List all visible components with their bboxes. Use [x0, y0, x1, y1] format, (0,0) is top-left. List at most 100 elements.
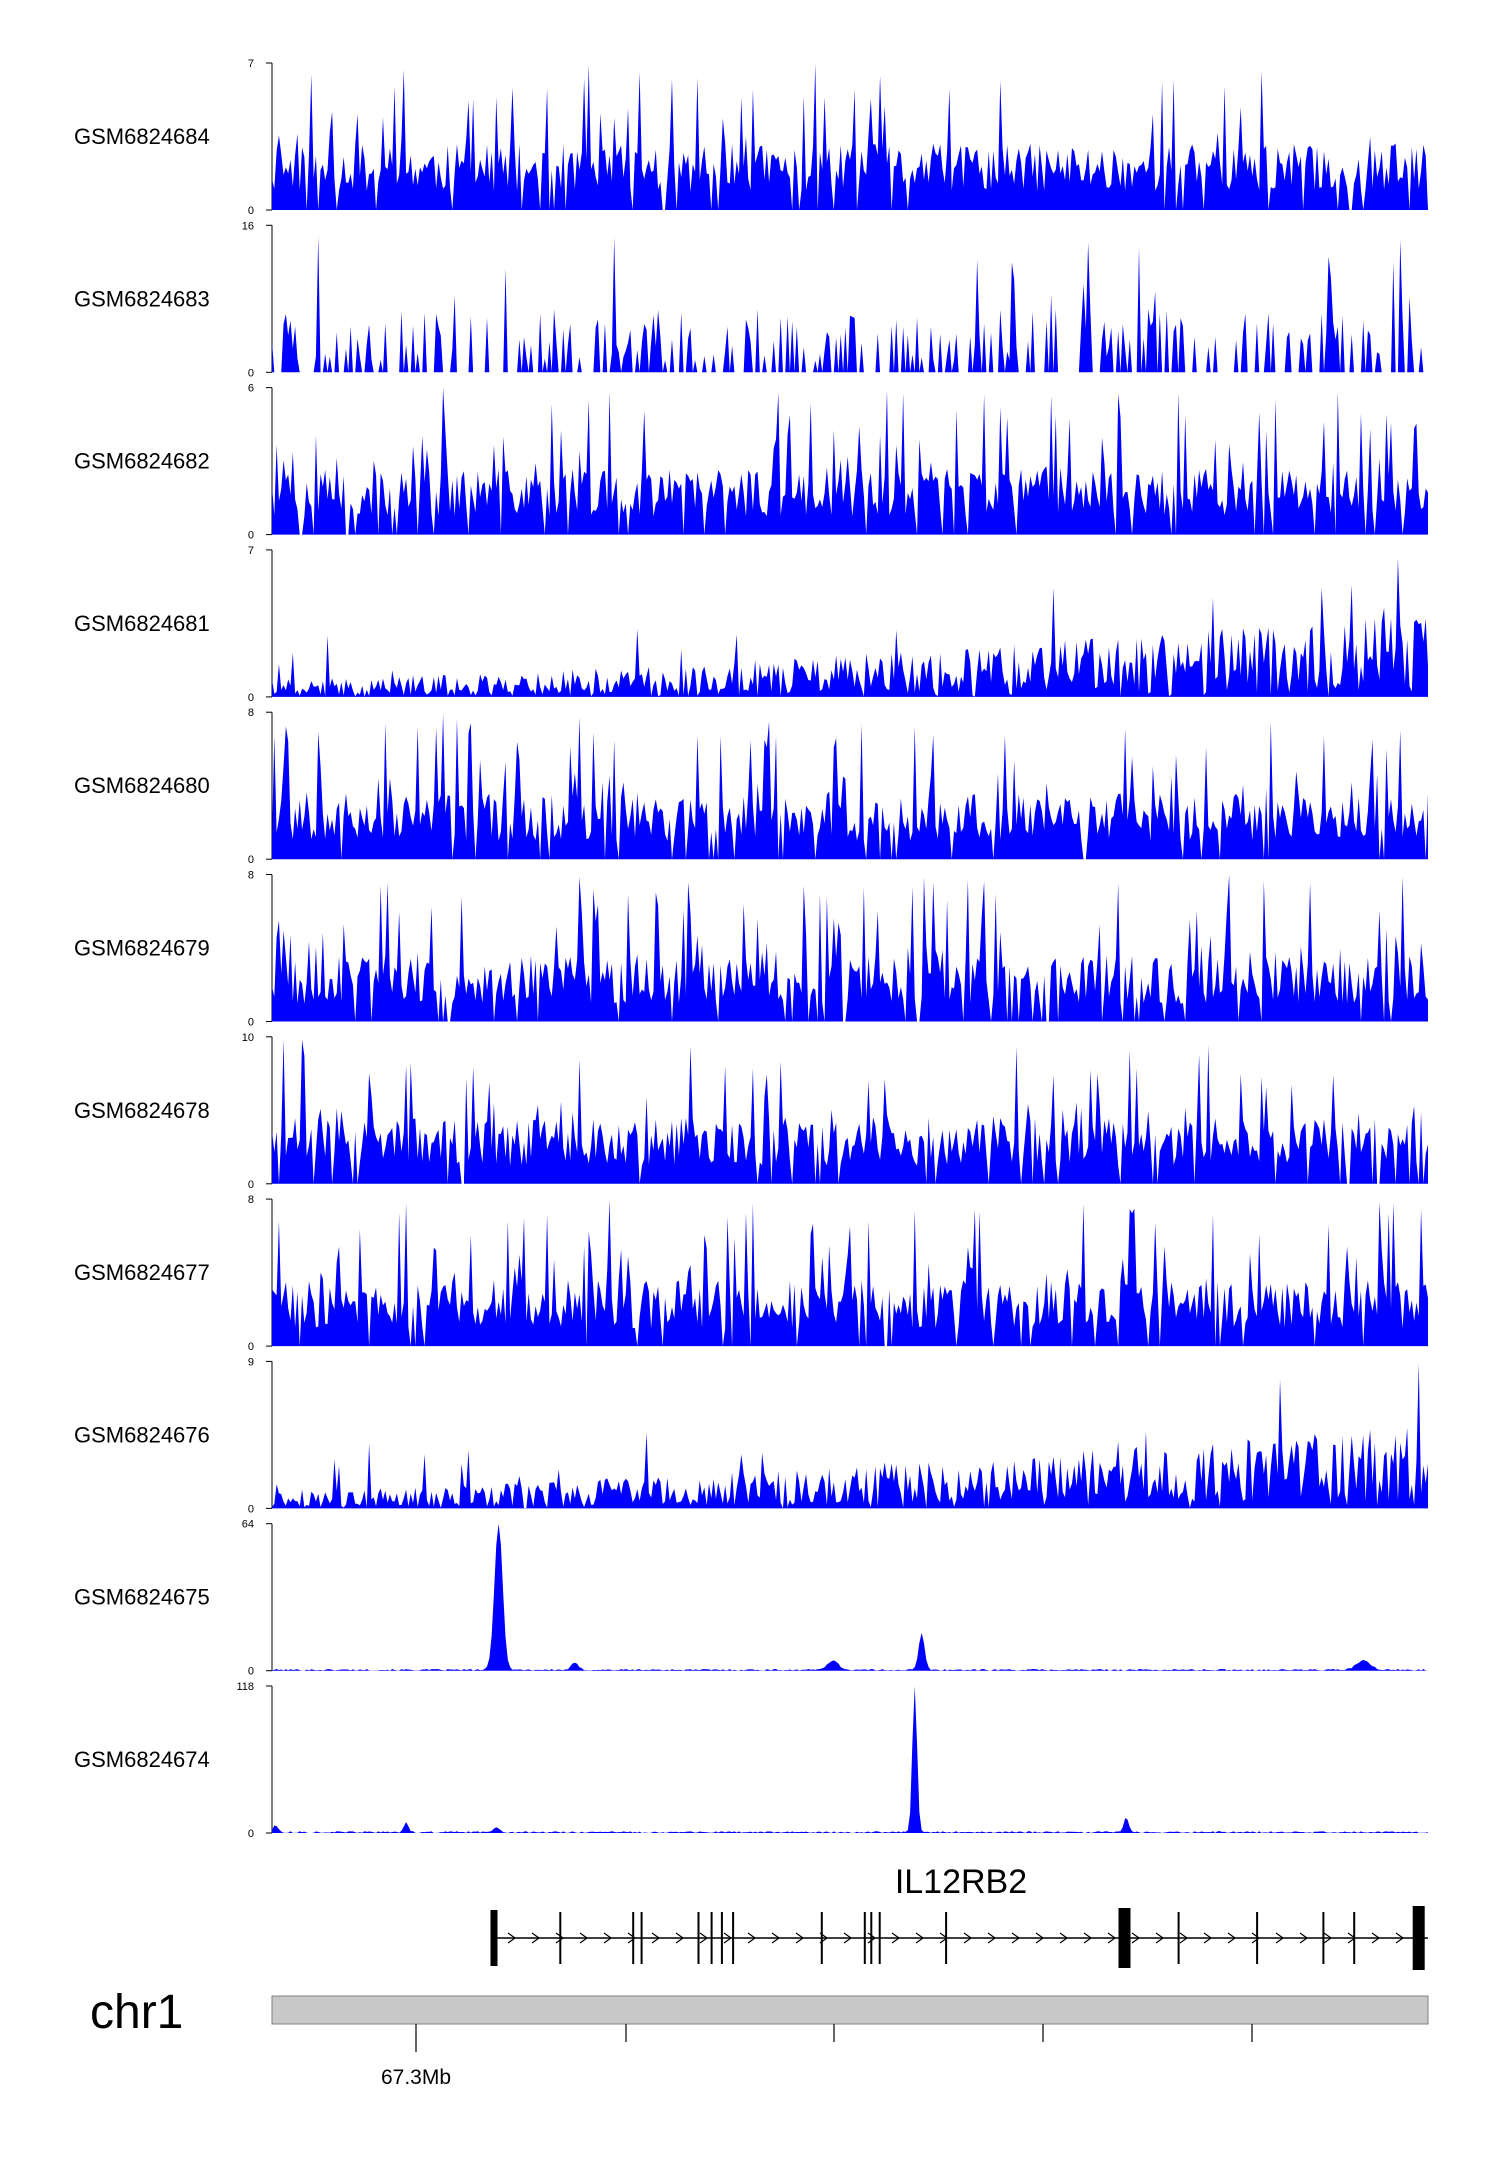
y-tick-max: 64 [242, 1519, 254, 1531]
y-tick-max: 8 [248, 870, 254, 882]
track-label: GSM6824683 [74, 286, 210, 311]
strand-arrow [723, 1932, 733, 1944]
strand-arrow [963, 1932, 973, 1944]
track-GSM6824675: GSM6824675 64 0 [74, 1519, 1428, 1678]
strand-arrow [675, 1932, 685, 1944]
gene-exon [632, 1912, 635, 1964]
y-tick-max: 6 [248, 383, 254, 395]
strand-arrow [1251, 1932, 1261, 1944]
y-tick-max: 10 [242, 1032, 254, 1044]
track-label: GSM6824678 [74, 1098, 210, 1123]
signal-area [272, 1199, 1428, 1347]
gene-exon [640, 1912, 643, 1964]
strand-arrow [1155, 1932, 1165, 1944]
y-tick-min: 0 [248, 1341, 254, 1353]
track-GSM6824680: GSM6824680 8 0 [74, 707, 1428, 866]
track-label: GSM6824682 [74, 449, 210, 474]
gene-exon [697, 1912, 700, 1964]
strand-arrow [915, 1932, 925, 1944]
signal-area [272, 1039, 1428, 1184]
track-GSM6824681: GSM6824681 7 0 [74, 545, 1428, 704]
gene-exon [1177, 1912, 1180, 1964]
gene-exon [1256, 1912, 1259, 1964]
strand-arrow [1275, 1932, 1285, 1944]
strand-arrow [1107, 1932, 1117, 1944]
gene-exon [710, 1912, 713, 1964]
track-GSM6824679: GSM6824679 8 0 [74, 870, 1428, 1029]
strand-arrow [699, 1932, 709, 1944]
y-tick-max: 118 [236, 1681, 254, 1693]
y-tick-max: 8 [248, 707, 254, 719]
strand-arrow [1299, 1932, 1309, 1944]
track-label: GSM6824684 [74, 124, 210, 149]
gene-exon [945, 1912, 948, 1964]
chromosome-band [271, 1995, 1429, 2025]
gene-exon [732, 1912, 735, 1964]
chromosome-axis: chr1 67.3Mb [90, 1986, 1429, 2089]
track-label: GSM6824676 [74, 1422, 210, 1447]
strand-arrow [771, 1932, 781, 1944]
y-tick-min: 0 [248, 1017, 254, 1029]
track-GSM6824683: GSM6824683 16 0 [74, 220, 1428, 379]
strand-arrow [747, 1932, 757, 1944]
signal-area [272, 387, 1428, 535]
strand-arrow [1035, 1932, 1045, 1944]
position-label: 67.3Mb [381, 2066, 451, 2089]
strand-arrow [1131, 1932, 1141, 1944]
track-label: GSM6824680 [74, 773, 210, 798]
strand-arrow [843, 1932, 853, 1944]
track-GSM6824677: GSM6824677 8 0 [74, 1194, 1428, 1353]
signal-area [272, 714, 1428, 860]
strand-arrow [603, 1932, 613, 1944]
y-tick-min: 0 [248, 854, 254, 866]
strand-arrow [1227, 1932, 1237, 1944]
track-label: GSM6824674 [74, 1747, 210, 1772]
strand-arrow [1395, 1932, 1405, 1944]
y-tick-min: 0 [248, 1828, 254, 1840]
y-tick-min: 0 [248, 1666, 254, 1678]
y-tick-min: 0 [248, 530, 254, 542]
strand-arrow [1323, 1932, 1333, 1944]
strand-arrow [555, 1932, 565, 1944]
gene-exon [1353, 1912, 1356, 1964]
strand-arrow [987, 1932, 997, 1944]
strand-arrow [1371, 1932, 1381, 1944]
gene-exon [1412, 1906, 1425, 1970]
strand-arrow [651, 1932, 661, 1944]
track-GSM6824676: GSM6824676 9 0 [74, 1356, 1428, 1515]
strand-arrow [1203, 1932, 1213, 1944]
y-tick-max: 16 [242, 220, 254, 232]
strand-arrow [795, 1932, 805, 1944]
strand-arrow [1083, 1932, 1093, 1944]
gene-exon [870, 1912, 873, 1964]
gene-exon [490, 1910, 498, 1966]
track-GSM6824684: GSM6824684 7 0 [74, 58, 1428, 217]
signal-area [272, 1523, 1428, 1671]
track-label: GSM6824675 [74, 1585, 210, 1610]
strand-arrow [507, 1932, 517, 1944]
strand-arrow [531, 1932, 541, 1944]
strand-arrow [579, 1932, 589, 1944]
strand-arrow [1179, 1932, 1189, 1944]
strand-arrow [1011, 1932, 1021, 1944]
gene-exon [1118, 1908, 1131, 1968]
strand-arrow [627, 1932, 637, 1944]
signal-area [272, 63, 1428, 211]
chromosome-label: chr1 [90, 1986, 183, 2039]
gene-exon [820, 1912, 823, 1964]
signal-area [272, 874, 1428, 1022]
y-tick-min: 0 [248, 1503, 254, 1515]
gene-exon [720, 1912, 723, 1964]
y-tick-min: 0 [248, 692, 254, 704]
track-GSM6824674: GSM6824674 118 0 [74, 1681, 1428, 1840]
y-tick-max: 9 [248, 1356, 254, 1368]
signal-area [272, 558, 1428, 697]
gene-exon [559, 1912, 562, 1964]
signal-tracks: GSM682468470GSM6824683160GSM682468260GSM… [74, 58, 1428, 1840]
y-tick-max: 7 [248, 545, 254, 557]
track-label: GSM6824677 [74, 1260, 210, 1285]
y-tick-min: 0 [248, 205, 254, 217]
gene-name: IL12RB2 [895, 1863, 1027, 1901]
track-label: GSM6824681 [74, 611, 210, 636]
